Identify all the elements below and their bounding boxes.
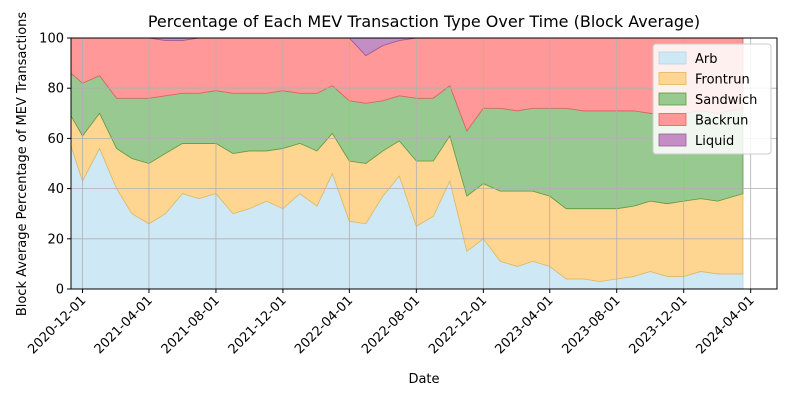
plot-frame bbox=[70, 37, 778, 290]
legend-label-backrun: Backrun bbox=[695, 114, 748, 129]
legend-swatch-frontrun bbox=[658, 72, 687, 85]
legend-label-frontrun: Frontrun bbox=[695, 73, 750, 88]
y-axis-label: Block Average Percentage of MEV Transact… bbox=[15, 12, 30, 317]
y-tick-label: 20 bbox=[47, 232, 64, 247]
legend-box bbox=[652, 43, 772, 155]
plot-area bbox=[70, 37, 744, 290]
chart-title: Percentage of Each MEV Transaction Type … bbox=[148, 12, 700, 31]
y-tick-label: 60 bbox=[47, 132, 64, 147]
legend: Arb Frontrun Sandwich Backrun Liquid bbox=[652, 43, 772, 155]
y-tick-label: 100 bbox=[39, 32, 64, 47]
y-tick-label: 80 bbox=[47, 82, 64, 97]
legend-swatch-backrun bbox=[658, 113, 687, 126]
y-tick-label: 0 bbox=[56, 283, 64, 298]
x-axis-label: Date bbox=[408, 372, 439, 387]
legend-swatch-sandwich bbox=[658, 92, 687, 106]
legend-label-sandwich: Sandwich bbox=[695, 93, 757, 108]
y-axis: 0 20 40 60 80 100 bbox=[39, 32, 71, 298]
y-tick-label: 40 bbox=[47, 182, 64, 197]
legend-label-arb: Arb bbox=[695, 52, 718, 67]
legend-swatch-arb bbox=[658, 51, 687, 65]
legend-swatch-liquid bbox=[658, 133, 687, 147]
legend-label-liquid: Liquid bbox=[695, 134, 734, 149]
